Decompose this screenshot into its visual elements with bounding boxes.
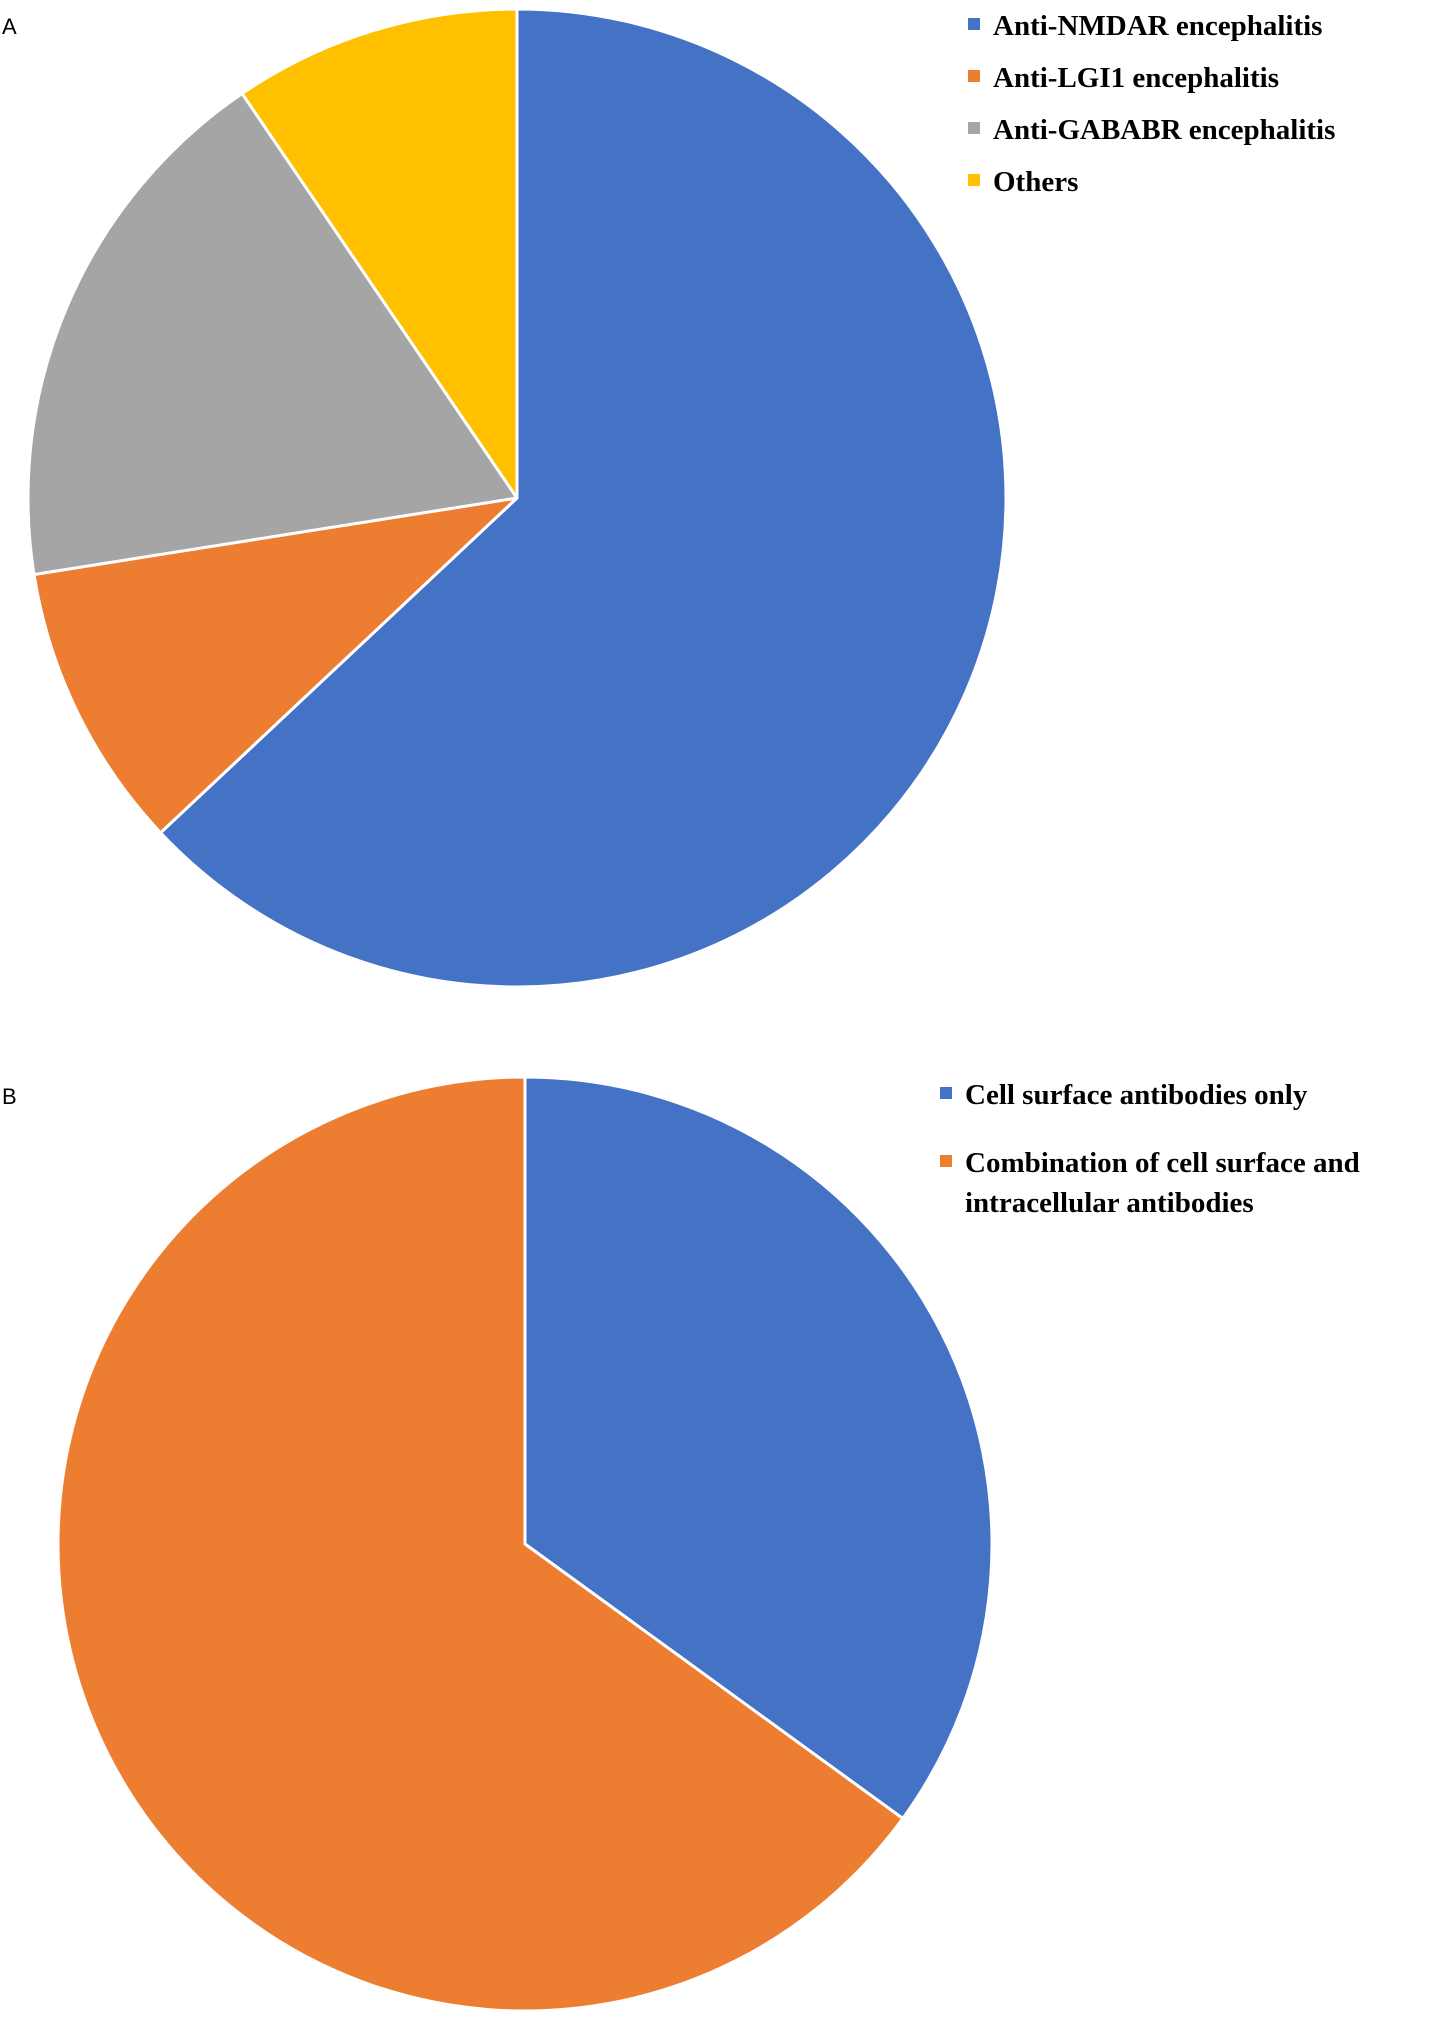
pie-slice-anti-nmdar-encephalitis [159,7,1008,989]
legend-label-anti-lgi1: Anti-LGI1 encephalitis [993,62,1279,94]
legend-item-anti-lgi1: Anti-LGI1 encephalitis [968,58,1335,110]
panel-label-a: A [2,14,17,39]
legend-label-cell-surface-only: Cell surface antibodies only [965,1079,1308,1111]
legend-swatch-anti-gababr [968,122,980,134]
legend-label-anti-gababr: Anti-GABABR encephalitis [993,114,1336,146]
pie-slice-cell-surface-antibodies-only [523,1075,994,1820]
pie-slice-anti-lgi1-encephalitis [32,496,519,835]
panel-label-b: B [2,1084,17,1109]
pie-chart-b [56,1075,994,2013]
pie-slice-others [240,7,519,500]
legend-item-cell-surface-only: Cell surface antibodies only [940,1075,1439,1115]
legend-label-combination: Combination of cell surface and intracel… [965,1147,1360,1219]
legend-swatch-combination [940,1155,952,1167]
legend-item-others: Others [968,162,1335,214]
legend-a: Anti-NMDAR encephalitis Anti-LGI1 enceph… [968,6,1335,214]
legend-item-combination: Combination of cell surface and intracel… [940,1143,1439,1223]
legend-item-anti-nmdar: Anti-NMDAR encephalitis [968,6,1335,58]
pie-chart-a [26,7,1008,989]
legend-swatch-others [968,174,980,186]
legend-label-anti-nmdar: Anti-NMDAR encephalitis [993,10,1323,42]
legend-b: Cell surface antibodies only Combination… [940,1075,1439,1251]
legend-label-others: Others [993,166,1079,198]
legend-swatch-anti-lgi1 [968,70,980,82]
legend-swatch-cell-surface-only [940,1087,952,1099]
pie-slice-combination-of-cell-surface-and-intracellular-antibodies [56,1075,905,2013]
pie-slice-anti-gababr-encephalitis [26,92,519,576]
legend-item-anti-gababr: Anti-GABABR encephalitis [968,110,1335,162]
legend-swatch-anti-nmdar [968,18,980,30]
